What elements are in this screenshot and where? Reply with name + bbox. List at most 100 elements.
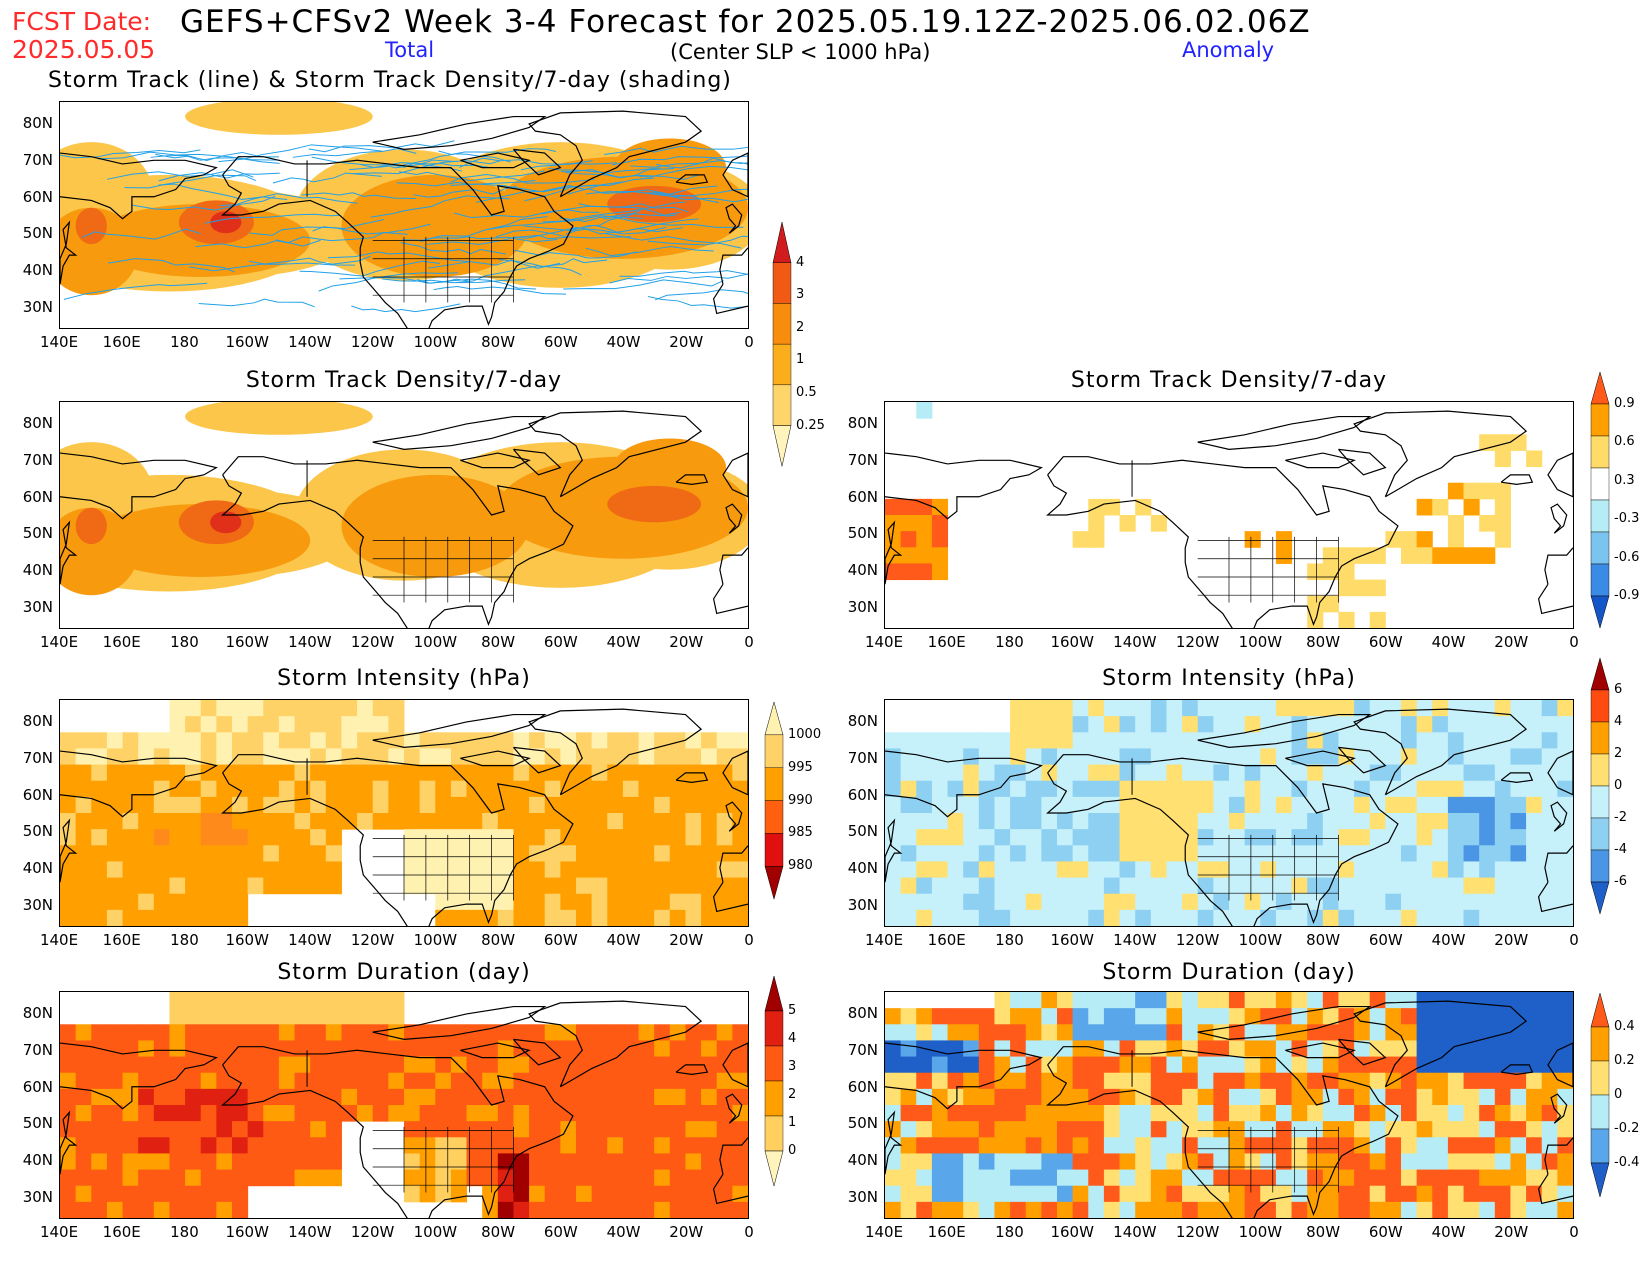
storm-track xyxy=(198,298,315,308)
storm-track xyxy=(60,149,201,159)
storm-track xyxy=(124,174,257,189)
latitude-label: 80N xyxy=(847,712,878,731)
panel-title: Storm Track Density/7-day xyxy=(245,368,563,393)
colorbar-label: 2 xyxy=(796,319,805,335)
storm-track xyxy=(514,249,637,259)
colorbar-swatches xyxy=(764,702,784,901)
colorbar-label: 6 xyxy=(1614,682,1623,697)
colorbar-label: -2 xyxy=(1614,810,1627,825)
longitude-label: 40W xyxy=(1431,931,1466,949)
coastline-segment xyxy=(60,152,218,220)
density-contour-level-3 xyxy=(75,207,107,245)
latitude-label: 40N xyxy=(847,859,878,878)
colorbar-top-arrow xyxy=(1590,993,1610,1028)
coastline-segment xyxy=(885,1110,903,1175)
longitude-label: 40W xyxy=(1431,1223,1466,1241)
coastline-segment xyxy=(1537,881,1573,913)
total-column-label: Total xyxy=(385,38,435,62)
longitude-label: 20W xyxy=(669,633,704,651)
coastline-segment xyxy=(372,115,547,150)
coastline-segment xyxy=(1338,1038,1387,1066)
coastline-segment xyxy=(719,845,748,883)
longitude-label: 20W xyxy=(1494,633,1529,651)
colorbar-top-arrow xyxy=(764,976,784,1012)
colorbar-swatch xyxy=(764,1080,784,1117)
colorbar-swatch xyxy=(1590,817,1610,851)
colorbar-label: 0.9 xyxy=(1614,396,1635,411)
storm-track xyxy=(352,160,501,175)
coastline xyxy=(60,1000,748,1218)
storm-track xyxy=(603,216,744,228)
longitude-label: 60W xyxy=(543,333,578,351)
storm-track xyxy=(299,260,440,277)
page-subtitle: (Center SLP < 1000 hPa) xyxy=(670,40,931,64)
coastline-segment xyxy=(1353,708,1528,796)
colorbar-label: 1 xyxy=(796,352,805,368)
colorbar-swatch xyxy=(764,1115,784,1152)
longitude-label: 60W xyxy=(543,633,578,651)
storm-track xyxy=(275,231,408,244)
longitude-label: 0 xyxy=(1569,931,1579,949)
colorbar-cb-density-anom: 0.9 0.6 0.3 -0.3 -0.6 -0.9 xyxy=(1590,372,1650,670)
latitude-label: 40N xyxy=(847,561,878,580)
longitude-label: 100W xyxy=(1238,633,1283,651)
latitude-label: 80N xyxy=(22,114,53,133)
storm-track xyxy=(495,229,632,239)
longitude-label: 20W xyxy=(1494,931,1529,949)
storm-track xyxy=(498,258,608,267)
coastline-segment xyxy=(719,547,748,585)
longitude-label: 40W xyxy=(606,931,641,949)
map-density-total xyxy=(59,401,749,629)
coastline-segment xyxy=(722,1042,748,1088)
coastline-segment xyxy=(712,881,748,913)
longitude-label: 140W xyxy=(1113,931,1157,949)
colorbar-label: 2 xyxy=(1614,746,1623,761)
storm-track xyxy=(520,162,617,171)
map-canvas xyxy=(885,700,1573,926)
latitude-label: 60N xyxy=(22,1077,53,1096)
coastline-segment xyxy=(513,1038,562,1066)
longitude-label: 60W xyxy=(543,931,578,949)
longitude-label: 160W xyxy=(1050,1223,1094,1241)
storm-track xyxy=(272,172,382,184)
coastline-segment xyxy=(675,1064,709,1075)
colorbar-label: -0.4 xyxy=(1614,1155,1640,1170)
latitude-label: 50N xyxy=(847,524,878,543)
colorbar-swatch xyxy=(1590,721,1610,755)
longitude-label: 160W xyxy=(1050,931,1094,949)
storm-track xyxy=(318,272,458,292)
coastline-segment xyxy=(1537,583,1573,615)
latitude-label: 30N xyxy=(847,1187,878,1206)
density-contour-level-2 xyxy=(341,474,530,577)
longitude-label: 140W xyxy=(288,333,332,351)
longitude-label: 80W xyxy=(481,1223,516,1241)
colorbar-cb-intensity: 1000 995 990 985 980 xyxy=(764,702,824,942)
coastline-segment xyxy=(372,415,547,450)
latitude-label: 40N xyxy=(847,1151,878,1170)
coastline-segment xyxy=(1046,456,1399,628)
coastline-segment xyxy=(1353,410,1528,498)
longitude-label: 140W xyxy=(288,1223,332,1241)
coastline-segment xyxy=(1197,713,1372,748)
coastline-segment xyxy=(885,750,1043,818)
map-intensity-total xyxy=(59,699,749,927)
storm-track xyxy=(195,239,321,249)
colorbar-label: 4 xyxy=(796,254,805,270)
coastline xyxy=(885,1000,1573,1218)
coastline-segment xyxy=(1537,1173,1573,1205)
coastline-segment xyxy=(1046,754,1399,926)
coastline-segment xyxy=(712,1173,748,1205)
storm-track xyxy=(420,236,558,243)
longitude-label: 80W xyxy=(481,633,516,651)
coastline-segment xyxy=(725,1093,743,1124)
panel-title: Storm Track Density/7-day xyxy=(1070,368,1388,393)
latitude-label: 50N xyxy=(22,822,53,841)
coastline-segment xyxy=(60,818,78,883)
density-contour-level-1 xyxy=(185,402,373,435)
forecast-date-label: FCST Date: xyxy=(12,7,152,36)
storm-track xyxy=(647,295,748,309)
longitude-label: 0 xyxy=(744,931,754,949)
storm-track xyxy=(604,145,748,156)
colorbar-label: -6 xyxy=(1614,874,1627,889)
coastline-segment xyxy=(460,452,531,469)
